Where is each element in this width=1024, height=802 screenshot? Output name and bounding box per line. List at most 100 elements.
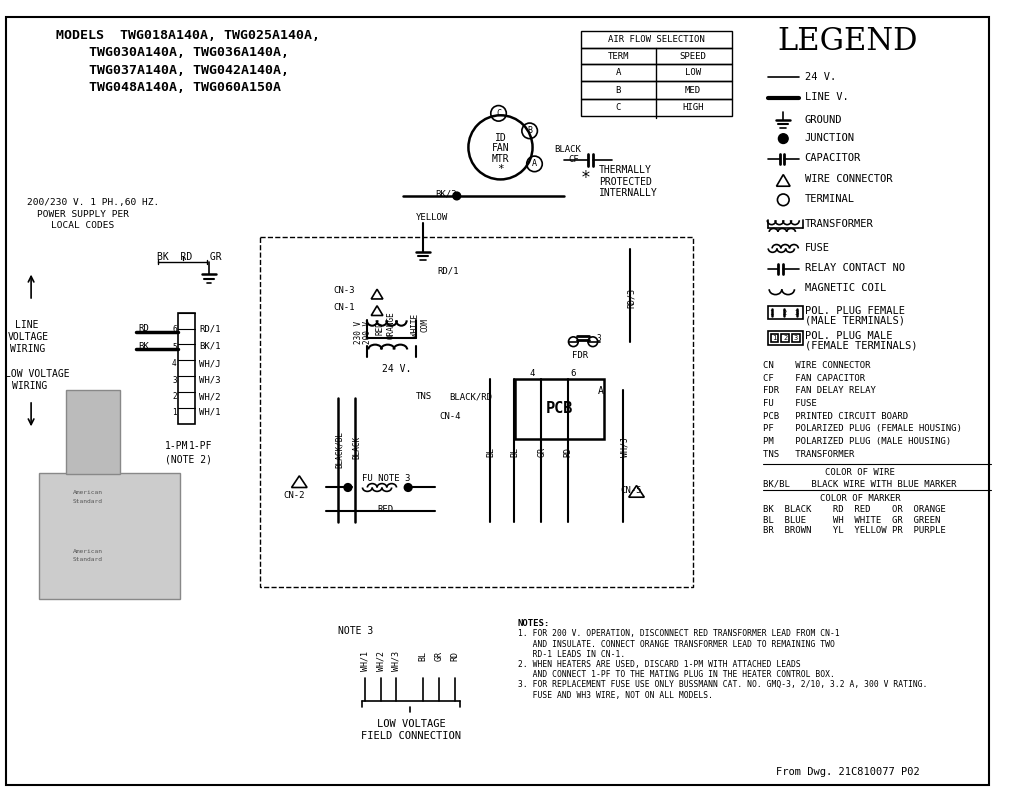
Bar — [582, 48, 732, 64]
Text: WHITE: WHITE — [411, 314, 420, 337]
Text: 200 V: 200 V — [364, 321, 373, 343]
Text: PM    POLARIZED PLUG (MALE HOUSING): PM POLARIZED PLUG (MALE HOUSING) — [763, 437, 951, 446]
Bar — [781, 334, 790, 342]
Text: (FEMALE TERMINALS): (FEMALE TERMINALS) — [805, 341, 918, 350]
Text: 3: 3 — [794, 334, 798, 341]
Text: (NOTE 2): (NOTE 2) — [165, 455, 212, 464]
Text: JUNCTION: JUNCTION — [805, 133, 855, 143]
Text: WH/2: WH/2 — [377, 650, 385, 670]
Text: *: * — [582, 168, 591, 187]
Text: CN-2: CN-2 — [284, 492, 305, 500]
Text: FDR: FDR — [572, 351, 589, 360]
Text: FDR   FAN DELAY RELAY: FDR FAN DELAY RELAY — [763, 387, 876, 395]
Text: (MALE TERMINALS): (MALE TERMINALS) — [805, 315, 904, 326]
Text: 3: 3 — [172, 375, 176, 385]
Text: MTR: MTR — [492, 154, 509, 164]
Text: MED: MED — [685, 86, 701, 95]
Text: WIRE CONNECTOR: WIRE CONNECTOR — [805, 173, 892, 184]
Text: 6: 6 — [570, 369, 577, 378]
Text: PROTECTED: PROTECTED — [599, 176, 651, 187]
Text: CN-5: CN-5 — [620, 485, 641, 495]
Text: WH/1: WH/1 — [200, 407, 221, 417]
Text: POL. PLUG FEMALE: POL. PLUG FEMALE — [805, 306, 904, 316]
Text: GROUND: GROUND — [805, 115, 842, 125]
Text: RD: RD — [451, 650, 460, 661]
Text: BLACK/RD: BLACK/RD — [449, 392, 492, 401]
Text: WH/J: WH/J — [200, 359, 221, 368]
Text: WIRING: WIRING — [9, 344, 45, 354]
Text: C: C — [496, 109, 501, 118]
Text: TWG048A140A, TWG060A150A: TWG048A140A, TWG060A150A — [89, 81, 282, 95]
Text: CF: CF — [568, 155, 580, 164]
Text: ID: ID — [495, 132, 506, 143]
Bar — [582, 30, 732, 48]
Text: CF    FAN CAPACITOR: CF FAN CAPACITOR — [763, 374, 865, 383]
Text: RD: RD — [138, 324, 148, 333]
Circle shape — [778, 134, 788, 144]
Text: WH/3: WH/3 — [200, 375, 221, 385]
Text: TNS: TNS — [416, 392, 432, 401]
Text: CN    WIRE CONNECTOR: CN WIRE CONNECTOR — [763, 361, 870, 371]
Text: FU NOTE 3: FU NOTE 3 — [361, 474, 410, 483]
Text: YELLOW: YELLOW — [416, 213, 449, 222]
Text: WIRING: WIRING — [11, 381, 47, 391]
Text: A: A — [532, 160, 537, 168]
Text: A: A — [615, 68, 621, 77]
Text: Standard: Standard — [73, 557, 102, 562]
Text: LOCAL CODES: LOCAL CODES — [50, 221, 114, 230]
Bar — [792, 334, 800, 342]
Text: RD-1 LEADS IN CN-1.: RD-1 LEADS IN CN-1. — [518, 650, 626, 658]
Text: TWG030A140A, TWG036A140A,: TWG030A140A, TWG036A140A, — [89, 47, 290, 59]
Text: C: C — [615, 103, 621, 112]
Text: BL  BLUE     WH  WHITE  GR  GREEN: BL BLUE WH WHITE GR GREEN — [763, 516, 940, 525]
Text: TNS   TRANSFORMER: TNS TRANSFORMER — [763, 450, 854, 459]
Circle shape — [453, 192, 461, 200]
Text: WH/J: WH/J — [620, 437, 629, 457]
Text: BK/3: BK/3 — [435, 189, 457, 198]
Text: COLOR OF MARKER: COLOR OF MARKER — [820, 494, 900, 504]
Text: FUSE AND WH3 WIRE, NOT ON ALL MODELS.: FUSE AND WH3 WIRE, NOT ON ALL MODELS. — [518, 691, 713, 699]
Text: 2: 2 — [783, 334, 787, 341]
Text: 3. FOR REPLACEMENT FUSE USE ONLY BUSSMANN CAT. NO. GMQ-3, 2/10, 3.2 A, 300 V RAT: 3. FOR REPLACEMENT FUSE USE ONLY BUSSMAN… — [518, 680, 928, 690]
Text: BL: BL — [486, 447, 495, 456]
Text: PCB: PCB — [546, 401, 573, 416]
Text: 24 V.: 24 V. — [382, 364, 412, 374]
Text: CN-3: CN-3 — [334, 286, 355, 295]
Text: 2. WHEN HEATERS ARE USED, DISCARD 1-PM WITH ATTACHED LEADS: 2. WHEN HEATERS ARE USED, DISCARD 1-PM W… — [518, 660, 801, 669]
Text: 3: 3 — [795, 310, 799, 315]
Text: 230 V: 230 V — [353, 321, 362, 343]
Text: AIR FLOW SELECTION: AIR FLOW SELECTION — [607, 35, 705, 44]
Text: AND CONNECT 1-PF TO THE MATING PLUG IN THE HEATER CONTROL BOX.: AND CONNECT 1-PF TO THE MATING PLUG IN T… — [518, 670, 835, 679]
Text: FU    FUSE: FU FUSE — [763, 399, 816, 408]
Text: RD/1: RD/1 — [200, 324, 221, 333]
Text: BK/BL    BLACK WIRE WITH BLUE MARKER: BK/BL BLACK WIRE WITH BLUE MARKER — [763, 480, 956, 488]
Text: TERMINAL: TERMINAL — [805, 194, 855, 204]
Text: RELAY CONTACT NO: RELAY CONTACT NO — [805, 263, 904, 273]
Text: B: B — [527, 127, 532, 136]
Text: NOTES:: NOTES: — [518, 618, 550, 628]
Text: HIGH: HIGH — [682, 103, 703, 112]
Text: From Dwg. 21C810077 P02: From Dwg. 21C810077 P02 — [775, 768, 920, 777]
Text: B: B — [615, 86, 621, 95]
Text: GR: GR — [435, 650, 443, 661]
Text: BL: BL — [418, 650, 427, 661]
Text: BLACK/BL: BLACK/BL — [335, 431, 344, 468]
Text: BR  BROWN    YL  YELLOW PR  PURPLE: BR BROWN YL YELLOW PR PURPLE — [763, 526, 945, 536]
Text: American: American — [73, 549, 102, 553]
Text: BLACK: BLACK — [352, 436, 361, 459]
FancyBboxPatch shape — [39, 473, 180, 599]
Text: CN-1: CN-1 — [334, 303, 355, 312]
Circle shape — [344, 484, 352, 492]
Text: 1. FOR 200 V. OPERATION, DISCONNECT RED TRANSFORMER LEAD FROM CN-1: 1. FOR 200 V. OPERATION, DISCONNECT RED … — [518, 630, 840, 638]
Text: NOTE 3: NOTE 3 — [338, 626, 374, 637]
Text: FAN: FAN — [492, 144, 509, 153]
Text: 1-PF: 1-PF — [188, 441, 212, 451]
Text: 4: 4 — [529, 369, 536, 378]
Text: A: A — [598, 387, 603, 396]
Text: 24 V.: 24 V. — [805, 71, 836, 82]
Bar — [771, 334, 778, 342]
Text: RED: RED — [377, 505, 393, 514]
Text: TRANSFORMER: TRANSFORMER — [805, 219, 873, 229]
Text: RD/3: RD/3 — [627, 288, 636, 308]
Text: COM: COM — [421, 318, 430, 332]
